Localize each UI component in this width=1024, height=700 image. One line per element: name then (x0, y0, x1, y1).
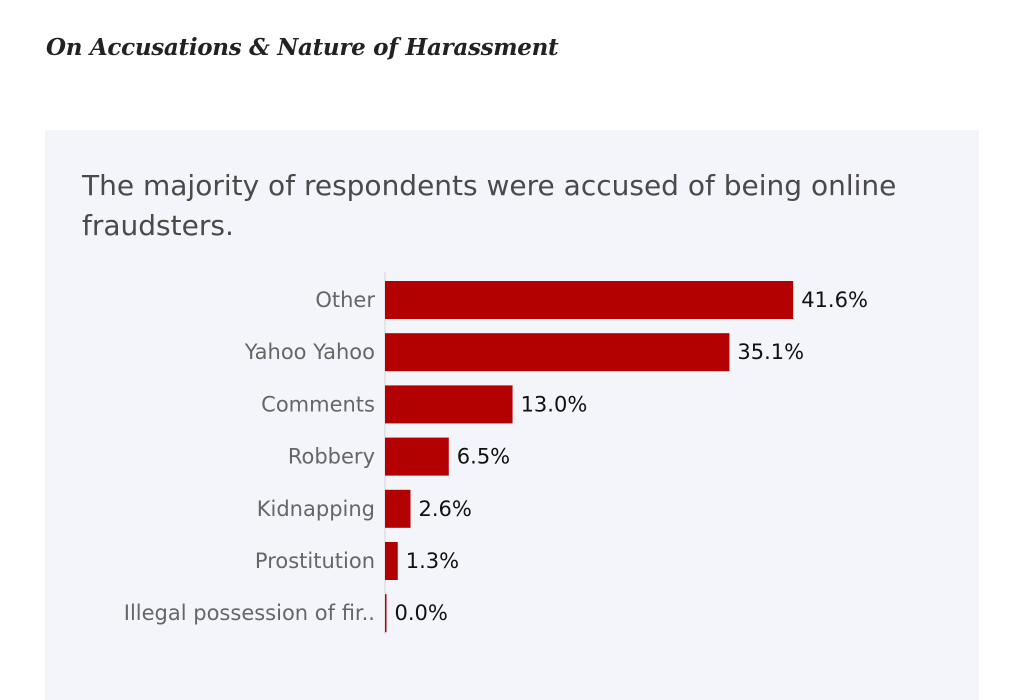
category-label: Robbery (288, 445, 375, 469)
data-label: 13.0% (521, 392, 588, 416)
chart-panel: The majority of respondents were accused… (45, 130, 979, 700)
category-label: Comments (261, 392, 375, 416)
data-label: 1.3% (406, 549, 459, 573)
data-label: 41.6% (801, 288, 868, 312)
bar-chart: Other 41.6% Yahoo Yahoo 35.1% Comments 13.0% R… (124, 272, 868, 634)
data-label: 2.6% (419, 497, 472, 521)
chart-title: The majority of respondents were accused… (82, 169, 897, 242)
bar[interactable] (385, 489, 411, 528)
bar[interactable] (385, 333, 730, 372)
category-label: Kidnapping (257, 497, 375, 521)
category-label: Yahoo Yahoo (244, 340, 375, 364)
bar[interactable] (385, 385, 513, 424)
category-label: Other (315, 288, 375, 312)
section-heading: On Accusations & Nature of Harassment (46, 34, 559, 61)
bar[interactable] (385, 542, 398, 580)
category-label: Prostitution (255, 549, 375, 573)
category-label: Illegal possession of fir.. (124, 601, 375, 625)
data-label: 0.0% (395, 601, 448, 625)
bar[interactable] (385, 437, 449, 476)
data-label: 35.1% (737, 340, 804, 364)
bar[interactable] (385, 594, 387, 633)
bar[interactable] (385, 281, 794, 319)
data-label: 6.5% (457, 445, 510, 469)
